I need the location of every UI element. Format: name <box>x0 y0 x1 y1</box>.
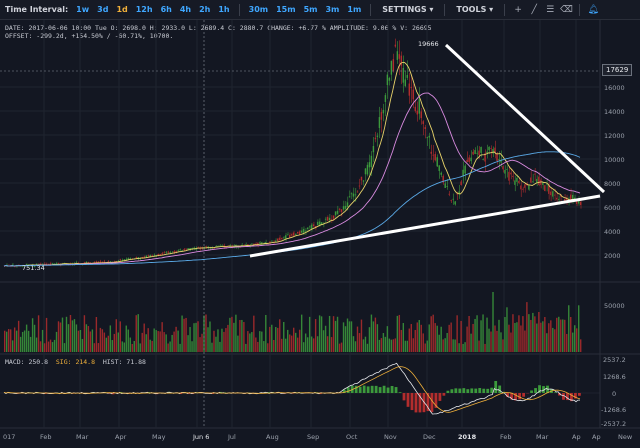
settings-menu-button[interactable]: SETTINGS ▾ <box>376 5 439 14</box>
eraser-icon[interactable]: ⌫ <box>560 4 573 15</box>
offset-info-line: OFFSET: -299.2d, +154.50% / -60.71%, 107… <box>5 32 174 40</box>
time-axis-label: New <box>618 433 633 441</box>
time-axis-label: 2018 <box>458 433 477 441</box>
price-axis-label: 14000 <box>604 108 625 116</box>
bell-icon[interactable]: 🔔︎ <box>587 4 599 15</box>
macd-value: MACD: 250.8 <box>5 358 49 366</box>
volume-axis-label: 50000 <box>604 302 625 310</box>
time-axis-label: Mar <box>76 433 89 441</box>
current-price-tag: 17629 <box>602 64 633 76</box>
toolbar-divider <box>444 3 446 16</box>
interval-1w[interactable]: 1w <box>76 5 90 14</box>
price-axis-label: 6000 <box>604 204 621 212</box>
price-axis-label: 12000 <box>604 132 625 140</box>
time-axis-label: Jul <box>228 433 236 441</box>
macd-axis-label: -1268.6 <box>601 406 627 414</box>
interval-15m[interactable]: 15m <box>276 5 296 14</box>
ohlc-info-line: DATE: 2017-06-06 10:00 Tue O: 2698.0 H: … <box>5 24 432 32</box>
interval-6h[interactable]: 6h <box>160 5 172 14</box>
toolbar-divider <box>238 3 240 16</box>
trend-line-icon[interactable]: ╱ <box>531 4 537 15</box>
interval-5m[interactable]: 5m <box>303 5 318 14</box>
interval-3d[interactable]: 3d <box>97 5 109 14</box>
time-axis-label: Apr <box>115 433 127 441</box>
interval-1h[interactable]: 1h <box>218 5 230 14</box>
interval-3m[interactable]: 3m <box>325 5 340 14</box>
macd-axis-label: -2537.2 <box>601 420 627 428</box>
price-axis-label: 4000 <box>604 228 621 236</box>
interval-12h[interactable]: 12h <box>135 5 153 14</box>
macd-axis-label: 1268.6 <box>603 373 626 381</box>
price-axis-label: 8000 <box>604 180 621 188</box>
time-axis-label: Jun 6 <box>193 433 210 441</box>
toolbar-divider <box>579 3 581 16</box>
time-axis-label: Mar <box>536 433 549 441</box>
toolbar-divider <box>370 3 372 16</box>
time-axis-label: Feb <box>40 433 52 441</box>
time-interval-label: Time Interval: <box>5 5 69 14</box>
signal-value: SIG: 214.8 <box>55 358 96 366</box>
time-axis-label: Oct <box>346 433 358 441</box>
time-axis-label: Sep <box>307 433 320 441</box>
interval-30m[interactable]: 30m <box>248 5 269 14</box>
low-price-label: 751.34 <box>22 264 45 272</box>
interval-1d[interactable]: 1d <box>116 5 128 14</box>
interval-1m[interactable]: 1m <box>347 5 362 14</box>
price-axis-label: 10000 <box>604 156 625 164</box>
macd-info: MACD: 250.8 SIG: 214.8 HIST: 71.88 <box>5 358 146 366</box>
settings-label: SETTINGS <box>382 5 427 14</box>
time-axis-label: Dec <box>423 433 436 441</box>
time-axis-label: Nov <box>384 433 397 441</box>
time-axis-label: May <box>152 433 166 441</box>
toolbar-divider <box>504 3 506 16</box>
crosshair-icon[interactable]: + <box>514 4 522 15</box>
toolbar: Time Interval: 1w 3d 1d 12h 6h 4h 2h 1h … <box>0 0 640 20</box>
peak-price-label: 19666 <box>418 40 439 48</box>
macd-axis-label: 0 <box>612 390 617 398</box>
interval-2h[interactable]: 2h <box>199 5 211 14</box>
tools-menu-button[interactable]: TOOLS ▾ <box>450 5 499 14</box>
price-axis-label: 2000 <box>604 252 621 260</box>
histogram-value: HIST: 71.88 <box>102 358 146 366</box>
trendline-lower <box>249 194 601 258</box>
trendline-upper <box>444 43 606 194</box>
macd-axis-label: 2537.2 <box>603 356 626 364</box>
time-axis-label: 017 <box>3 433 16 441</box>
time-axis-label: Aug <box>266 433 279 441</box>
chevron-down-icon: ▾ <box>429 5 434 14</box>
time-axis-label: Feb <box>500 433 512 441</box>
interval-4h[interactable]: 4h <box>179 5 192 14</box>
horizontal-lines-icon[interactable]: ☰ <box>546 4 555 15</box>
time-axis-label: Ap <box>592 433 601 441</box>
time-axis-label: Ap <box>572 433 581 441</box>
tools-label: TOOLS <box>456 5 487 14</box>
price-axis-label: 16000 <box>604 84 625 92</box>
chevron-down-icon: ▾ <box>489 5 494 14</box>
